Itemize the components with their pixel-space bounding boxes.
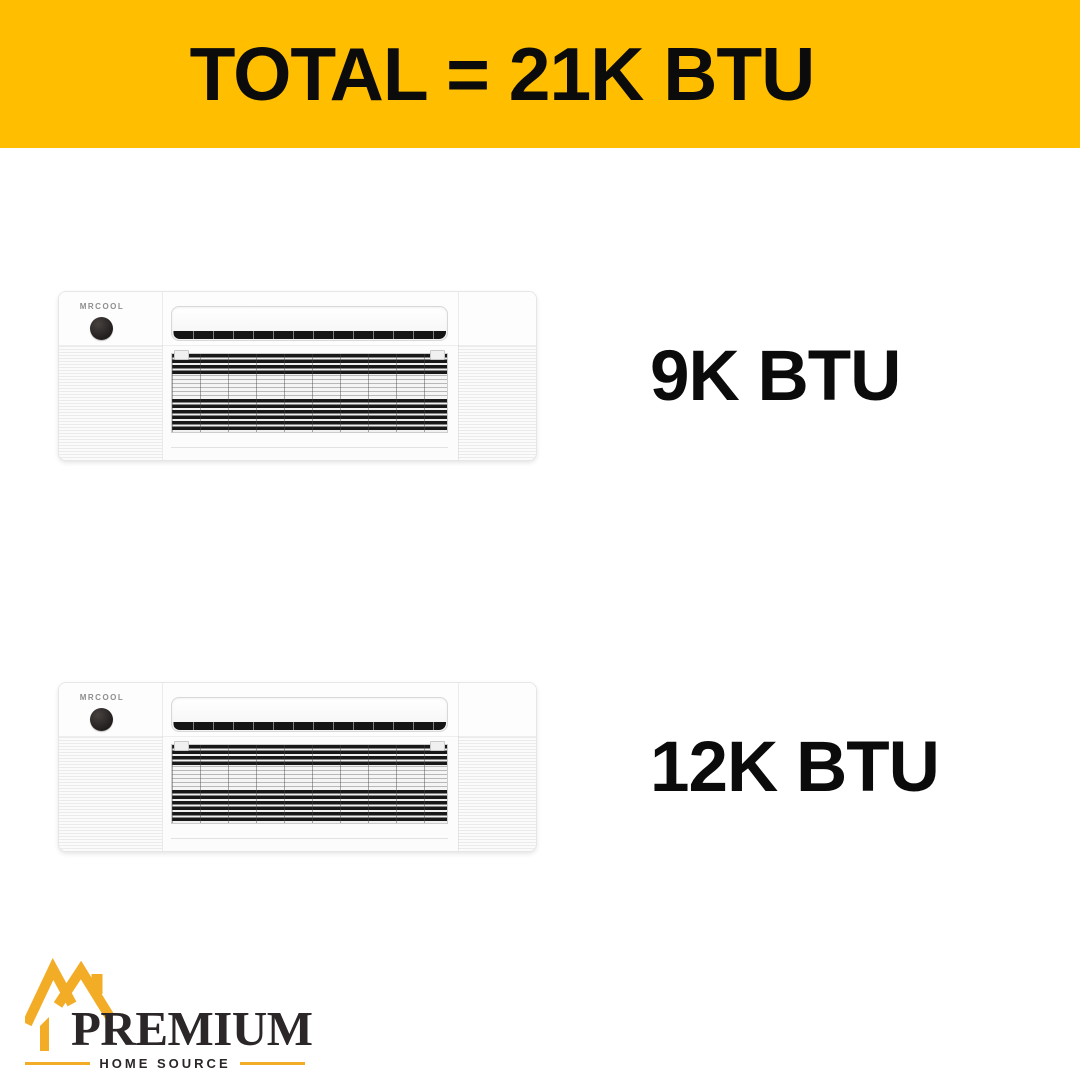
side-rib-panel-left <box>59 346 162 460</box>
vent-louver <box>173 331 446 339</box>
unit-left-panel: MRCOOL <box>59 292 162 345</box>
grille-slats-top <box>172 354 447 375</box>
panel-frame-line <box>171 838 448 839</box>
unit-vent-panel <box>162 292 458 345</box>
grille-slats-top <box>172 745 447 766</box>
unit-btu-label-12k: 12K BTU <box>650 727 940 807</box>
panel-divider <box>458 683 459 851</box>
premium-home-source-logo: PREMIUM HOME SOURCE <box>25 958 313 1074</box>
grille-latch-left <box>174 350 189 360</box>
grille-slats-bottom <box>172 790 447 823</box>
tagline-rule-left <box>25 1061 91 1065</box>
grille-latch-right <box>430 741 445 751</box>
unit-grille-panel <box>162 346 458 460</box>
logo-tagline: HOME SOURCE <box>99 1055 231 1071</box>
unit-right-panel <box>458 683 536 736</box>
grille-latch-right <box>430 350 445 360</box>
unit-row-12k: MRCOOL <box>58 682 940 852</box>
unit-top-band: MRCOOL <box>59 683 536 737</box>
unit-grille-panel <box>162 737 458 851</box>
panel-divider <box>162 683 163 851</box>
vent-louver <box>173 722 446 730</box>
unit-brand-logo: MRCOOL <box>79 693 125 702</box>
panel-divider <box>162 292 163 460</box>
unit-row-9k: MRCOOL <box>58 291 901 461</box>
unit-right-panel <box>458 292 536 345</box>
unit-brand-logo: MRCOOL <box>79 302 125 311</box>
logo-tagline-row: HOME SOURCE <box>25 1055 306 1071</box>
intake-grille <box>171 350 448 433</box>
side-rib-panel-right <box>458 346 536 460</box>
side-rib-panel-right <box>458 737 536 851</box>
unit-lower-band <box>59 346 536 460</box>
unit-left-panel: MRCOOL <box>59 683 162 736</box>
house-roof-icon <box>25 958 115 1051</box>
ac-cassette-unit-12k: MRCOOL <box>58 682 537 852</box>
grille-slats-middle <box>172 766 447 790</box>
grille-latch-left <box>174 741 189 751</box>
air-outlet-vent <box>171 697 448 732</box>
banner-title: TOTAL = 21K BTU <box>189 31 816 116</box>
unit-lower-band <box>59 737 536 851</box>
total-banner: TOTAL = 21K BTU <box>0 0 1080 148</box>
panel-divider <box>458 292 459 460</box>
tagline-rule-right <box>239 1061 306 1065</box>
logo-wordmark: PREMIUM <box>71 1001 313 1056</box>
unit-btu-label-9k: 9K BTU <box>650 336 901 416</box>
air-outlet-vent <box>171 306 448 341</box>
grille-slats-middle <box>172 375 447 399</box>
intake-grille <box>171 741 448 824</box>
grille-slats-bottom <box>172 399 447 432</box>
unit-sensor-button-icon <box>90 317 113 340</box>
unit-sensor-button-icon <box>90 708 113 731</box>
panel-frame-line <box>171 447 448 448</box>
ac-cassette-unit-9k: MRCOOL <box>58 291 537 461</box>
unit-top-band: MRCOOL <box>59 292 536 346</box>
side-rib-panel-left <box>59 737 162 851</box>
unit-vent-panel <box>162 683 458 736</box>
